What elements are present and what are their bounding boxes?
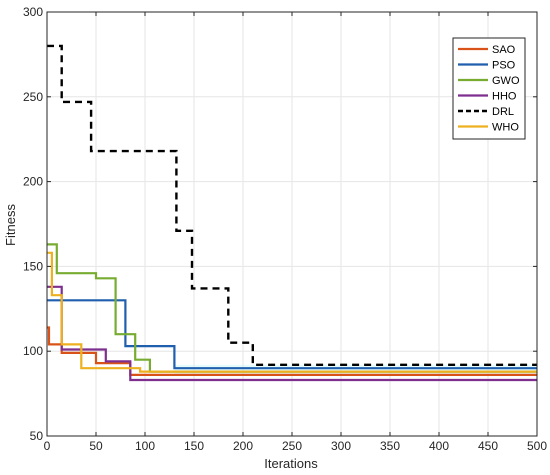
- legend-label-sao: SAO: [492, 44, 516, 56]
- y-tick-label: 300: [23, 5, 43, 19]
- x-tick-label: 0: [44, 439, 51, 453]
- legend-label-drl: DRL: [492, 106, 514, 118]
- series-lines: [47, 44, 537, 382]
- legend-label-who: WHO: [492, 122, 519, 134]
- y-axis-label: Fitness: [3, 204, 18, 246]
- x-tick-label: 250: [282, 439, 302, 453]
- series-line-drl: [47, 44, 537, 366]
- series-line-who: [47, 251, 537, 373]
- x-tick-label: 500: [527, 439, 547, 453]
- x-tick-label: 50: [89, 439, 103, 453]
- axes: [46, 11, 538, 437]
- x-tick-label: 300: [331, 439, 351, 453]
- x-tick-label: 100: [135, 439, 155, 453]
- y-tick-label: 200: [23, 175, 43, 189]
- legend-label-pso: PSO: [492, 60, 516, 72]
- legend-box: [452, 37, 526, 140]
- y-tick-label: 100: [23, 344, 43, 358]
- x-tick-label: 150: [184, 439, 204, 453]
- x-axis-label: Iterations: [264, 456, 318, 471]
- series-line-gwo: [47, 243, 537, 373]
- x-tick-label: 200: [233, 439, 253, 453]
- tick-labels: 0 50 100 150 200 250 300 350 400 450 5005010015020…: [23, 5, 547, 453]
- convergence-band: [174, 364, 537, 375]
- y-tick-label: 150: [23, 259, 43, 273]
- y-tick-label: 50: [30, 429, 44, 443]
- convergence-highlight: [174, 364, 537, 375]
- x-tick-label: 450: [478, 439, 498, 453]
- x-tick-label: 400: [429, 439, 449, 453]
- x-tick-label: 350: [380, 439, 400, 453]
- legend-label-hho: HHO: [492, 91, 517, 103]
- legend: SAO PSO GWO HHO DRL WHO: [452, 37, 526, 140]
- series-line-pso: [47, 299, 537, 370]
- legend-label-gwo: GWO: [492, 75, 520, 87]
- y-tick-label: 250: [23, 90, 43, 104]
